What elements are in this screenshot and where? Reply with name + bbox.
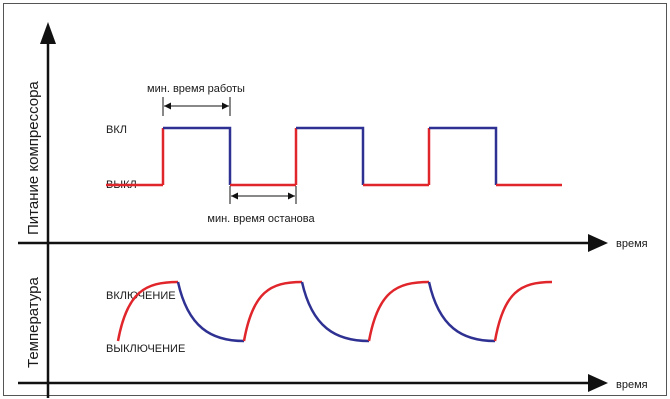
- temp-rise-curve: [242, 280, 303, 342]
- power-on-pulse: [296, 126, 365, 185]
- power-on-pulse: [429, 126, 498, 185]
- temp-y-axis-title: Температура: [25, 276, 42, 368]
- power-on-pulse: [163, 126, 232, 185]
- min-stop-label: мин. время останова: [207, 213, 315, 225]
- temp-x-axis-label: время: [616, 379, 648, 391]
- power-y-axis-title: Питание компрессора: [25, 81, 42, 235]
- temp-fall-curve: [300, 281, 370, 343]
- temp-rise-curve: [493, 280, 553, 342]
- temp-fall-curve: [427, 281, 496, 343]
- temp-fall-curve: [176, 281, 245, 343]
- power-level-on-label: ВКЛ: [106, 124, 127, 136]
- power-x-axis-arrow-icon: [588, 234, 608, 252]
- temp-level-off-label: ВЫКЛЮЧЕНИЕ: [106, 343, 185, 355]
- temp-x-axis-arrow-icon: [588, 374, 608, 392]
- temperature-curve: [116, 280, 553, 343]
- min-run-label: мин. время работы: [147, 83, 245, 95]
- power-square-wave: [106, 126, 562, 187]
- y-axis-arrow-icon: [40, 22, 56, 44]
- temp-level-on-label: ВКЛЮЧЕНИЕ: [106, 290, 176, 302]
- power-x-axis-label: время: [616, 238, 648, 250]
- outer-border: [3, 3, 667, 396]
- temp-rise-curve: [116, 280, 179, 342]
- temp-rise-curve: [367, 280, 430, 342]
